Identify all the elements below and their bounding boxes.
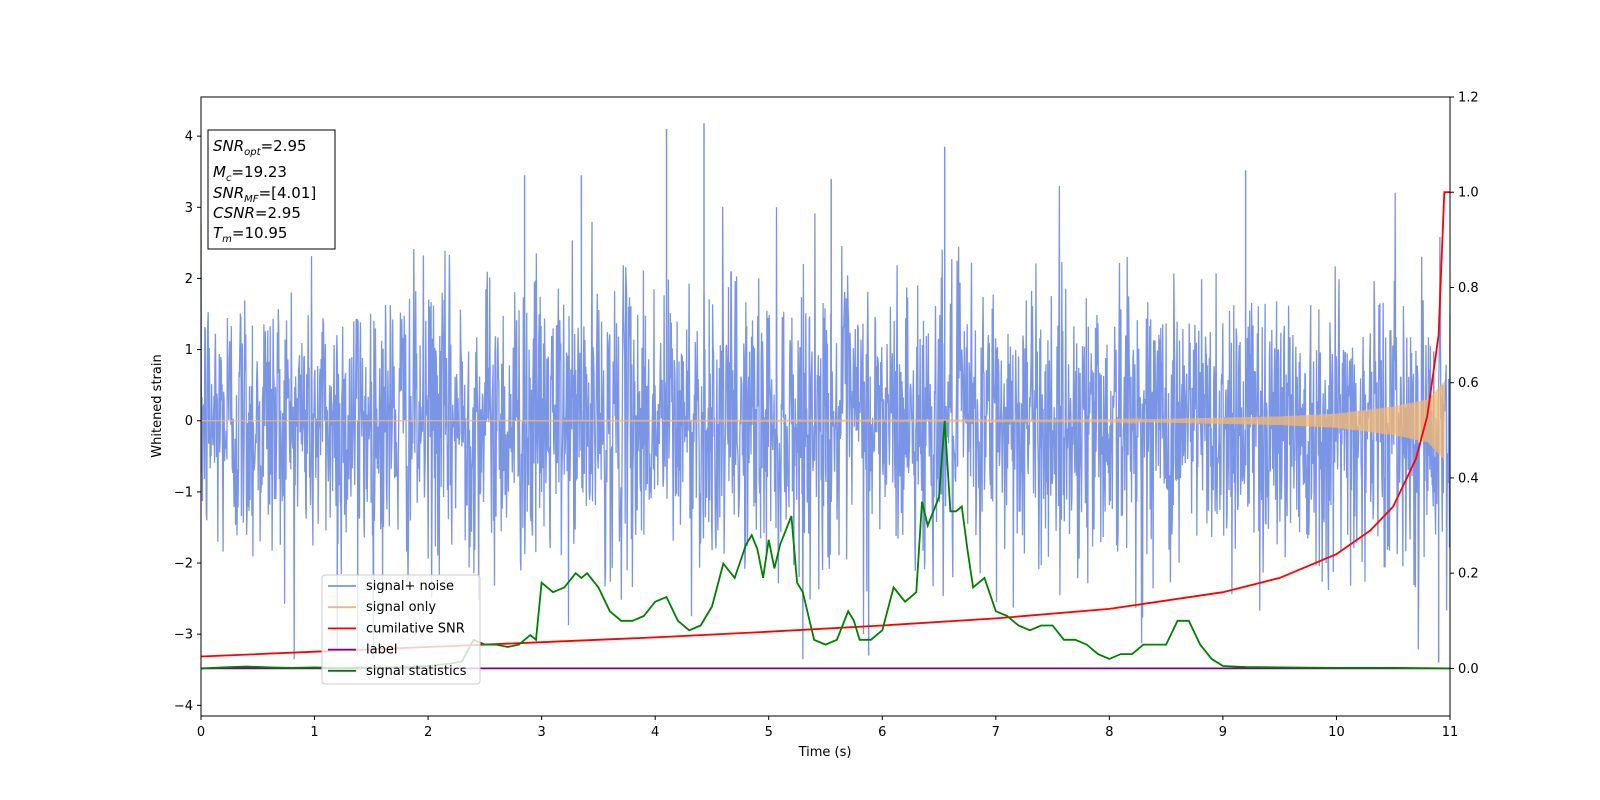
x-tick-label: 9 [1219,725,1227,740]
x-tick-label: 5 [765,725,773,740]
y-right-tick-label: 1.0 [1458,186,1479,201]
legend-label: signal only [366,600,436,615]
y-left-tick-label: 0 [185,414,193,429]
y-right-tick-label: 0.4 [1458,471,1479,486]
legend: signal+ noise signal only cumilative SNR la… [321,574,481,685]
x-tick-label: 8 [1105,725,1113,740]
y-right-tick-label: 0.0 [1458,662,1479,677]
signal-only-trace [201,381,1445,460]
x-tick-label: 0 [197,725,205,740]
x-tick-label: 6 [878,725,886,740]
y-right-tick-label: 0.2 [1458,567,1479,582]
x-tick-label: 2 [424,725,432,740]
y-left-tick-label: −1 [174,485,193,500]
y-left-tick-label: 3 [185,201,193,216]
legend-label: signal statistics [366,664,467,679]
y-right-tick-label: 0.6 [1458,376,1479,391]
annotation-line: Mc=19.23 [213,163,287,184]
annotation-line: SNRMF=[4.01] [213,184,316,205]
signal-noise-line [201,185,1450,660]
signal-only-line [201,381,1445,460]
legend-label: signal+ noise [366,579,454,594]
x-tick-label: 4 [651,725,659,740]
x-tick-label: 7 [992,725,1000,740]
x-axis: 0 1 2 3 4 5 6 7 8 9 10 11 [197,716,1458,740]
annotation-line: SNRopt=2.95 [213,137,307,158]
axes-frame [200,96,1451,717]
y-left-tick-label: 4 [185,130,193,145]
y-axis-left: −4 −3 −2 −1 0 1 2 3 4 [174,130,201,714]
x-axis-label: Time (s) [798,745,852,760]
y-right-tick-label: 1.2 [1458,91,1479,106]
x-tick-label: 10 [1328,725,1345,740]
annotation-box: SNRopt=2.95 Mc=19.23SNRMF=[4.01]CSNR=2.95… [207,129,336,250]
cumilative-snr-line [201,191,1450,658]
y-left-tick-label: 1 [185,343,193,358]
y-left-tick-label: −2 [174,557,193,572]
legend-label: cumilative SNR [366,621,465,636]
annotation-line: CSNR=2.95 [213,204,301,222]
annotation-line: Tm=10.95 [213,224,287,245]
signal-noise-trace [201,123,1450,663]
y-axis-right: 0.0 0.2 0.4 0.6 0.8 1.0 1.2 [1450,91,1479,677]
y-left-tick-label: −3 [174,628,193,643]
x-tick-label: 3 [537,725,545,740]
x-tick-label: 1 [310,725,318,740]
signal-statistics-line [201,420,1450,670]
legend-label: label [366,643,397,658]
y-axis-left-label: Whitened strain [150,354,165,457]
y-left-tick-label: 2 [185,272,193,287]
x-tick-label: 11 [1442,725,1459,740]
y-left-tick-label: −4 [174,699,193,714]
y-right-tick-label: 0.8 [1458,281,1479,296]
